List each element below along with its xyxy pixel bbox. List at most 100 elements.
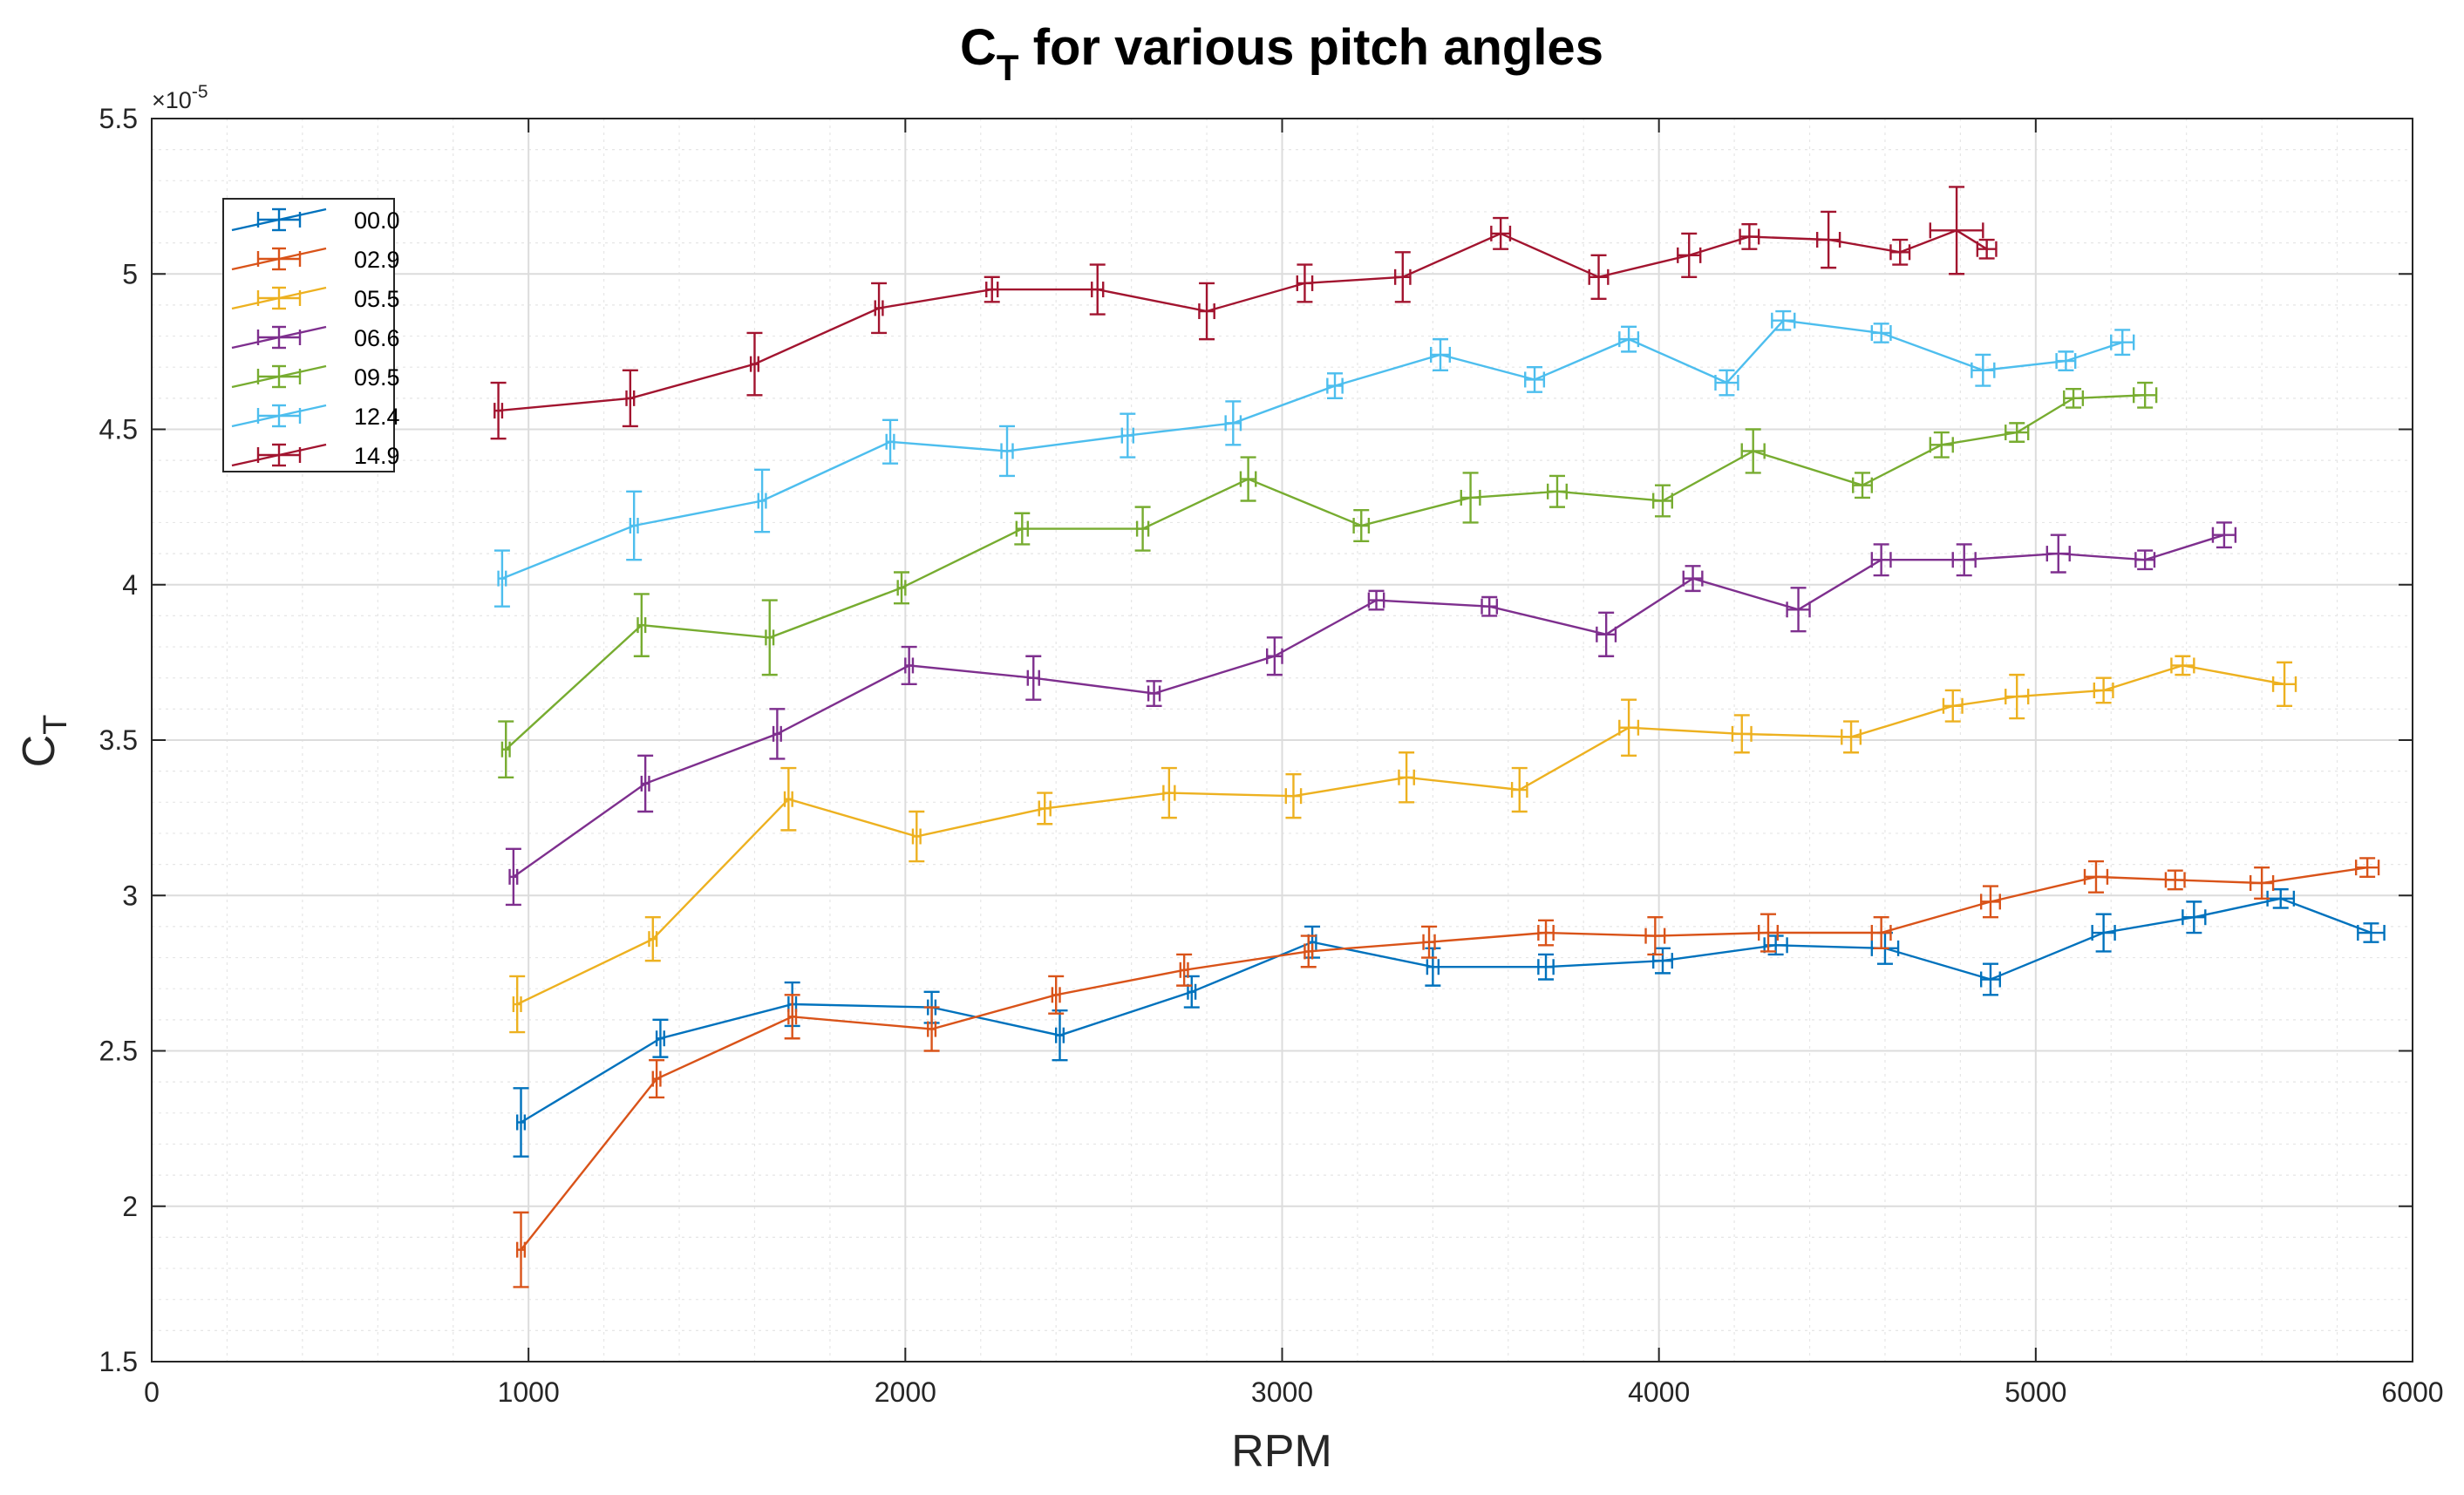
data-point-02-9 (2354, 857, 2380, 879)
data-point-06-6 (901, 645, 917, 686)
x-tick-labels: 0 1000 2000 3000 4000 5000 6000 (144, 1376, 2443, 1408)
data-point-02-9 (1870, 916, 1892, 950)
data-point-06-6 (637, 754, 654, 813)
data-point-02-9 (1537, 919, 1555, 947)
y-tick-label: 5.5 (99, 103, 138, 134)
data-point-09-5 (1460, 472, 1481, 524)
data-point-02-9 (1757, 913, 1779, 953)
data-point-05-5 (2170, 655, 2195, 676)
series-00-0 (513, 887, 2386, 1158)
data-point-12-4 (1430, 337, 1452, 371)
data-point-12-4 (1618, 325, 1640, 353)
data-point-12-4 (1524, 366, 1546, 393)
data-point-06-6 (1951, 543, 1977, 577)
data-point-06-6 (1786, 587, 1811, 633)
data-point-14-9 (984, 275, 1000, 303)
data-point-06-6 (1480, 595, 1499, 617)
data-point-05-5 (1284, 773, 1303, 819)
y-tick-labels: 1.5 2 2.5 3 3.5 4 4.5 5 5.5 (99, 103, 138, 1377)
data-point-05-5 (644, 916, 661, 962)
data-point-09-5 (1852, 472, 1874, 499)
data-point-12-4 (2055, 350, 2077, 371)
data-point-12-4 (1971, 353, 1996, 387)
data-point-06-6 (2045, 533, 2071, 574)
x-tick-label: 5000 (2005, 1376, 2066, 1408)
data-point-00-0 (652, 1018, 669, 1058)
y-tick-label: 1.5 (99, 1346, 138, 1377)
data-point-05-5 (1161, 766, 1177, 819)
data-point-14-9 (1889, 238, 1911, 266)
data-point-12-4 (1224, 400, 1242, 446)
data-point-09-5 (2132, 381, 2158, 409)
y-tick-label: 4 (122, 569, 138, 601)
legend-label-05-5: 05.5 (354, 286, 400, 312)
legend-box (222, 198, 395, 472)
y-label-subscript: T (37, 715, 74, 735)
data-point-05-5 (2093, 676, 2114, 704)
legend: 00.0 02.9 05.5 06.6 09.5 12.4 14.9 (222, 198, 400, 472)
y-exponent: ×10-5 (152, 82, 208, 113)
data-point-00-0 (2091, 913, 2116, 953)
data-point-14-9 (1198, 282, 1215, 341)
chart-title: CT for various pitch angles (960, 19, 1603, 88)
data-point-02-9 (2083, 860, 2109, 894)
data-point-05-5 (1037, 792, 1053, 826)
data-point-14-9 (1296, 263, 1314, 303)
title-rest: for various pitch angles (1019, 19, 1603, 76)
y-tick-label: 5 (122, 258, 138, 289)
data-point-05-5 (1841, 720, 1862, 754)
data-point-05-5 (1731, 714, 1753, 754)
y-label-main: C (14, 735, 65, 768)
data-point-06-6 (1266, 636, 1283, 676)
legend-marker-02-9 (231, 247, 327, 271)
legend-marker-00-0 (231, 207, 327, 232)
series-05-5 (509, 655, 2297, 1034)
data-point-14-9 (1739, 223, 1760, 250)
y-exponent-base: 10 (166, 87, 192, 113)
data-point-06-6 (2211, 521, 2237, 549)
x-tick-label: 3000 (1251, 1376, 1313, 1408)
x-tick-label: 2000 (875, 1376, 936, 1408)
data-point-12-4 (754, 468, 771, 533)
data-point-09-5 (894, 571, 910, 605)
legend-label-12-4: 12.4 (354, 404, 400, 430)
data-point-02-9 (1421, 925, 1438, 959)
y-exponent-power: -5 (192, 82, 208, 102)
data-point-02-9 (1979, 885, 2001, 919)
y-axis-label: CT (14, 715, 74, 768)
legend-label-06-6: 06.6 (354, 325, 400, 351)
legend-marker-06-6 (231, 325, 327, 350)
data-point-09-5 (761, 599, 778, 676)
data-point-09-5 (633, 593, 650, 657)
data-point-06-6 (1367, 589, 1385, 611)
data-point-02-9 (784, 994, 800, 1040)
data-point-05-5 (2271, 661, 2297, 707)
data-point-14-9 (1815, 210, 1841, 269)
y-tick-label: 2 (122, 1191, 138, 1222)
legend-marker-09-5 (231, 364, 327, 389)
data-point-06-6 (1870, 543, 1892, 577)
data-point-02-9 (1300, 934, 1317, 968)
data-point-12-4 (493, 549, 510, 608)
data-point-12-4 (999, 425, 1016, 478)
data-point-14-9 (871, 282, 888, 335)
legend-marker-05-5 (231, 286, 327, 310)
legend-label-02-9: 02.9 (354, 247, 400, 273)
x-tick-label: 6000 (2381, 1376, 2443, 1408)
data-point-06-6 (1025, 655, 1042, 701)
data-point-14-9 (746, 331, 763, 397)
data-point-00-0 (1425, 947, 1441, 987)
data-point-06-6 (505, 847, 521, 907)
data-point-09-5 (2005, 422, 2030, 443)
data-point-09-5 (1929, 431, 1954, 459)
data-point-05-5 (909, 810, 925, 863)
legend-label-00-0: 00.0 (354, 207, 400, 234)
y-tick-label: 3.5 (99, 724, 138, 756)
data-point-12-4 (1714, 369, 1739, 397)
data-point-14-9 (1588, 254, 1610, 300)
data-point-09-5 (1014, 512, 1031, 546)
data-point-00-0 (1052, 1009, 1068, 1062)
data-point-02-9 (2249, 866, 2275, 900)
data-point-12-4 (1870, 323, 1892, 343)
